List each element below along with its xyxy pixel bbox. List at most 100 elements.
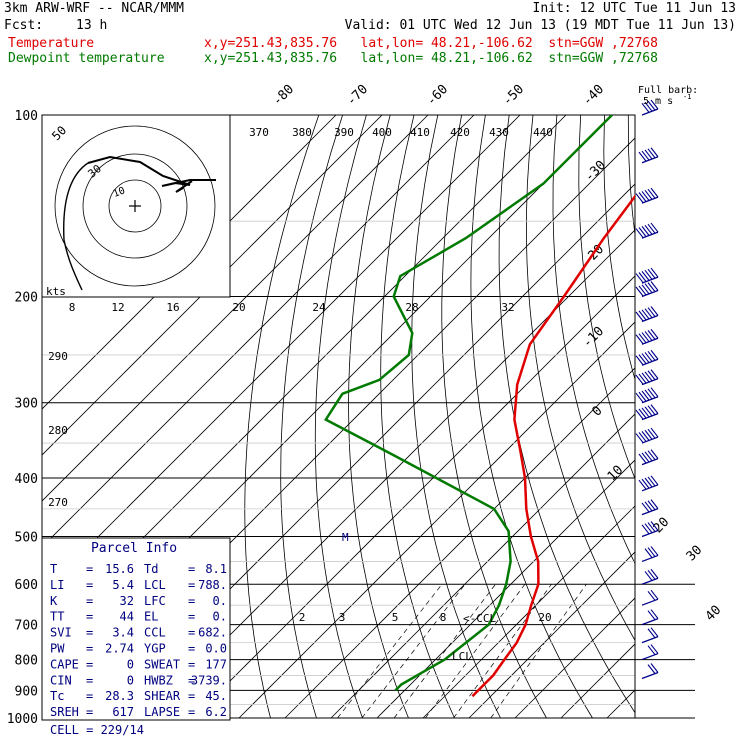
ccl-marker: <-CCL xyxy=(463,612,496,625)
wind-barb xyxy=(641,617,659,626)
isotherm xyxy=(146,229,635,719)
wind-barb-feather xyxy=(647,522,656,532)
barb-legend-superscript: -1 xyxy=(683,93,691,101)
mixing-ratio-label: 3 xyxy=(339,611,346,624)
wind-barb-feather xyxy=(647,330,656,340)
parcel-param-label: Tc xyxy=(50,689,64,703)
wind-barb-feather xyxy=(650,187,659,198)
parcel-param-equals: = xyxy=(86,610,93,624)
wind-barb xyxy=(641,577,659,585)
isotherm xyxy=(42,115,475,548)
dry-adiabat xyxy=(314,115,367,719)
wind-barb-feather xyxy=(647,610,656,621)
mixing-ratio-lines xyxy=(337,584,587,719)
parcel-param-equals: = xyxy=(86,705,93,719)
parcel-param-label: PW xyxy=(50,642,65,656)
theta-label: 430 xyxy=(489,126,509,139)
wind-barb-feather xyxy=(638,151,647,162)
theta-e-label: 32 xyxy=(501,301,514,314)
wind-barb-feather xyxy=(641,353,650,363)
isotherm xyxy=(238,321,635,719)
parcel-param-equals: = xyxy=(188,642,195,656)
wind-barb-feather xyxy=(641,191,650,201)
pressure-label: 600 xyxy=(15,578,38,593)
wind-barb-feather xyxy=(635,228,644,238)
wind-barb-feather xyxy=(650,644,659,654)
dry-adiabat xyxy=(652,115,740,718)
parcel-param-value: 2.74 xyxy=(105,642,134,656)
plot-frame xyxy=(41,114,636,719)
valid-time: Valid: 01 UTC Wed 12 Jun 13 (19 MDT Tue … xyxy=(344,18,736,33)
wind-barb-feather xyxy=(641,452,650,463)
parcel-param-equals: = xyxy=(188,626,195,640)
wind-barb-feather xyxy=(635,286,644,297)
wind-barb-feather xyxy=(647,188,656,199)
temperature-station-info: x,y=251.43,835.76 lat,lon= 48.21,-106.62… xyxy=(204,36,658,51)
wind-barb-feather xyxy=(650,546,659,556)
dry-adiabat xyxy=(700,115,740,718)
wind-barb-feather xyxy=(644,308,653,319)
dewpoint-station-info: x,y=251.43,835.76 lat,lon= 48.21,-106.62… xyxy=(204,51,658,66)
parcel-param-label: SVI xyxy=(50,626,72,640)
parcel-info-frame xyxy=(41,537,231,721)
wind-barb-feather xyxy=(650,99,659,110)
wind-barb-feather xyxy=(641,102,650,113)
theta-e-label: 8 xyxy=(69,301,76,314)
wind-barb-feather xyxy=(644,548,653,558)
wind-barb-feather xyxy=(647,476,656,487)
wind-barb-feather xyxy=(647,450,656,461)
wind-barb-feather xyxy=(644,149,653,160)
dry-adiabat xyxy=(244,115,320,719)
isotherm-label: -40 xyxy=(580,82,607,109)
theta-e-label: 16 xyxy=(166,301,179,314)
wind-barb-feather xyxy=(644,477,653,488)
wind-barb-feather xyxy=(638,192,647,202)
dry-adiabat xyxy=(411,115,501,719)
temperature-legend: Temperature xyxy=(8,36,95,51)
wind-barb-feather xyxy=(647,428,656,439)
parcel-param-equals: = xyxy=(86,594,93,608)
isotherm-label: 10 xyxy=(605,463,627,485)
wind-barb-feather xyxy=(638,354,647,364)
pressure-label: 500 xyxy=(15,530,38,545)
wind-barb-feather xyxy=(650,147,659,158)
wind-barb-feather xyxy=(644,451,653,462)
parcel-param-value: 788. xyxy=(198,578,227,592)
dry-adiabat xyxy=(348,115,409,719)
model-title: 3km ARW-WRF -- NCAR/MMM xyxy=(4,1,185,16)
isotherm xyxy=(42,115,429,502)
parcel-param-value: 177 xyxy=(205,657,227,671)
theta-label: 420 xyxy=(450,126,470,139)
wind-barb-feather xyxy=(635,409,644,420)
barb-legend-unit: 5 m s xyxy=(643,96,673,107)
wind-barbs: Full barb:5 m s -1 xyxy=(635,85,698,680)
wind-barb-feather xyxy=(635,374,644,385)
isotherm xyxy=(42,115,337,410)
theta-label: 290 xyxy=(48,350,68,363)
parcel-info-title: Parcel Info xyxy=(91,541,177,556)
mixing-ratio-line xyxy=(490,584,587,719)
wind-barb xyxy=(641,652,659,661)
dry-adiabat xyxy=(724,115,740,718)
parcel-param-value: 15.6 xyxy=(105,562,134,576)
wind-barb-feather xyxy=(644,406,653,417)
wind-barb-feather xyxy=(641,284,650,295)
hodograph-units: kts xyxy=(46,285,66,298)
wind-barb xyxy=(641,396,659,404)
parcel-param-equals: = xyxy=(188,689,195,703)
isotherm xyxy=(330,413,635,719)
wind-barb-feather xyxy=(638,310,647,321)
wind-barb-feather xyxy=(641,502,650,513)
theta-label: 440 xyxy=(533,126,553,139)
wind-barb-feather xyxy=(647,569,656,580)
parcel-param-equals: = xyxy=(188,657,195,671)
wind-barb xyxy=(641,554,659,563)
parcel-param-equals: = xyxy=(188,705,195,719)
isotherm xyxy=(376,459,635,719)
parcel-param-value: 3.4 xyxy=(112,626,134,640)
parcel-param-equals: = xyxy=(188,562,195,576)
lcl-marker: LCL xyxy=(452,650,472,663)
wind-barb xyxy=(641,671,659,680)
mixing-ratio-line xyxy=(453,584,552,719)
